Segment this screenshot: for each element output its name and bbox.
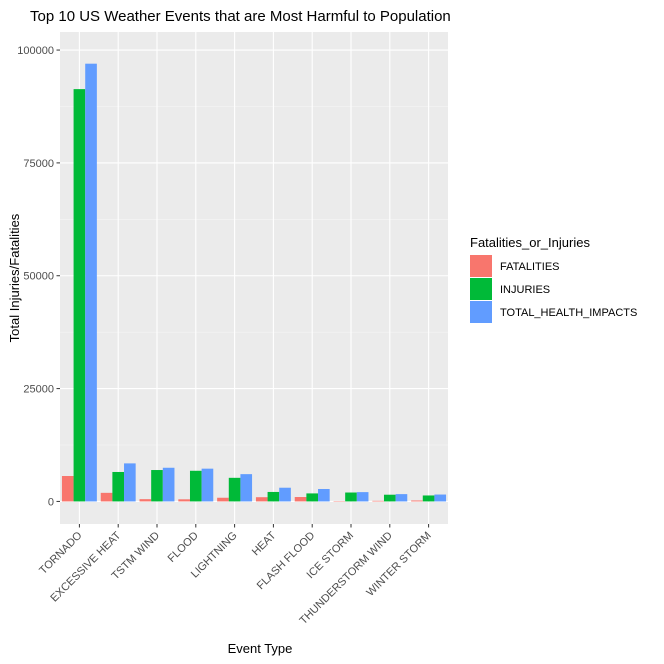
bar-injuries [345,492,357,502]
y-tick-label: 100000 [17,45,54,57]
bar-total-health-impacts [318,488,330,502]
y-tick-label: 75000 [23,158,54,170]
legend-label: TOTAL_HEALTH_IMPACTS [500,307,637,319]
bar-total-health-impacts [201,468,214,502]
bar-injuries [306,493,319,502]
bar-injuries [189,470,202,502]
y-axis-title: Total Injuries/Fatalities [7,213,22,342]
grid-minor [60,106,448,446]
bar-total-health-impacts [356,492,369,502]
bar-total-health-impacts [162,467,175,502]
bar-total-health-impacts [395,494,408,502]
bar-fatalities [61,476,74,502]
x-tick-label: EXCESSIVE HEAT [48,529,123,604]
legend-label: INJURIES [500,284,550,296]
bar-total-health-impacts [124,463,136,502]
bar-injuries [228,477,241,502]
plot-panel [60,32,448,524]
legend: Fatalities_or_Injuries FATALITIES INJURIE… [470,235,637,323]
bar-fatalities [178,499,190,502]
x-axis-title: Event Type [228,641,293,656]
chart-title: Top 10 US Weather Events that are Most H… [30,8,451,25]
y-tick-label: 50000 [23,271,54,283]
bar-total-health-impacts [240,474,253,502]
bar-injuries [151,470,163,502]
bar-fatalities [100,492,113,502]
bar-fatalities [217,497,229,502]
x-tick-label: FLOOD [166,530,201,565]
y-tick-label: 0 [48,496,54,508]
bar-injuries [383,494,396,502]
y-tick-label: 25000 [23,384,54,396]
bar-total-health-impacts [279,487,291,502]
bars [61,63,447,502]
bar-total-health-impacts [85,63,97,502]
bar-total-health-impacts [434,494,447,502]
bar-injuries [73,89,86,502]
bar-fatalities [255,497,268,502]
bar-injuries [267,491,280,502]
legend-title: Fatalities_or_Injuries [470,235,590,250]
bar-fatalities [411,500,423,502]
bar-fatalities [372,500,384,502]
legend-key-injuries [470,278,492,300]
legend-key-total-health-impacts [470,301,492,323]
y-axis: 0 25000 50000 75000 100000 [17,45,60,508]
legend-key-fatalities [470,255,492,277]
bar-fatalities [294,497,307,502]
bar-injuries [422,495,435,502]
legend-label: FATALITIES [500,261,560,273]
bar-injuries [112,471,125,502]
x-tick-label: HEAT [250,529,279,558]
bar-fatalities [139,499,152,502]
